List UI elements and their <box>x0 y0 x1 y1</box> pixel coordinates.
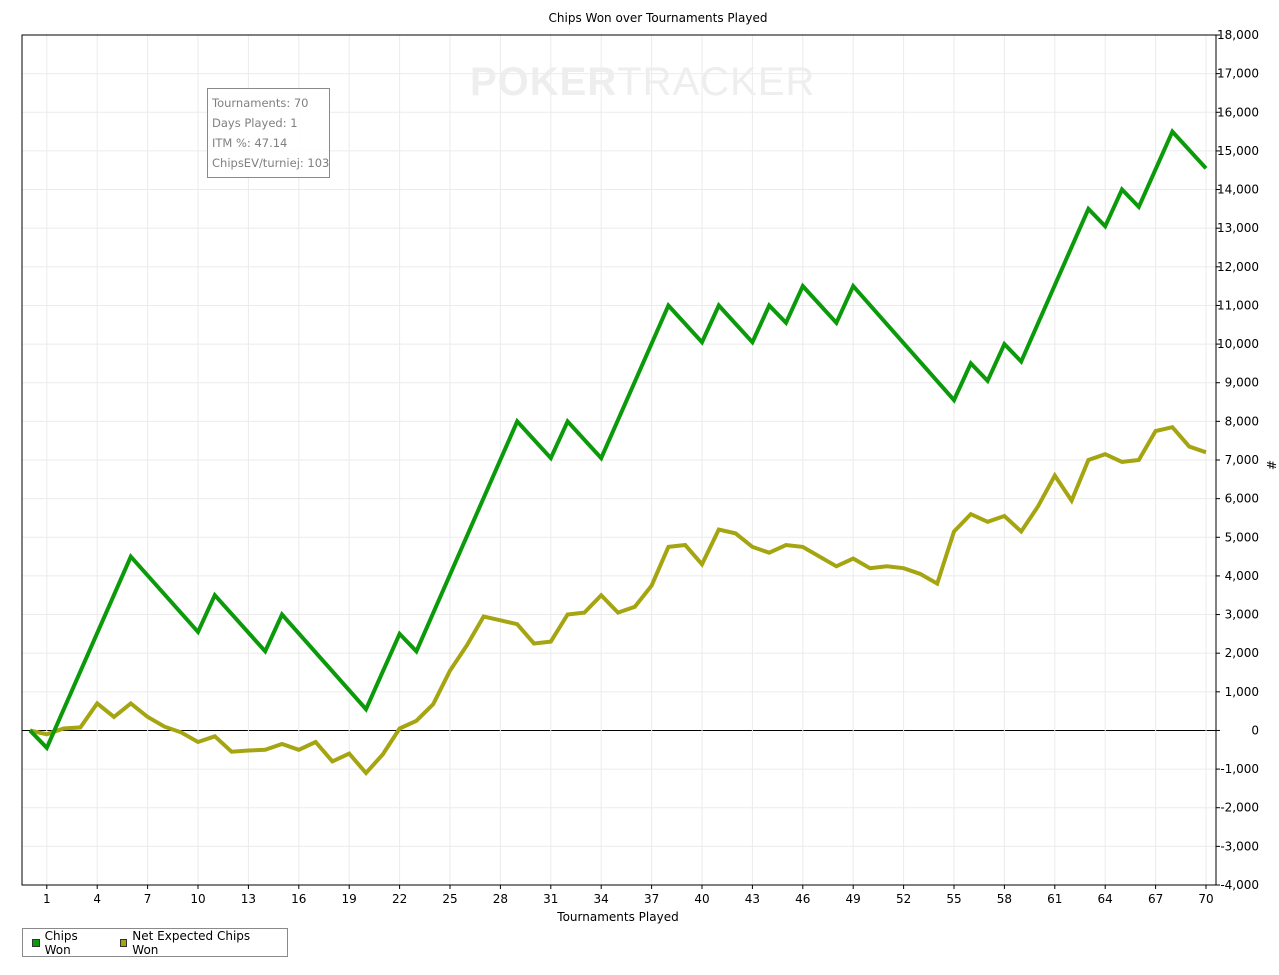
chart-title: Chips Won over Tournaments Played <box>549 11 768 25</box>
x-tick-label: 34 <box>594 892 609 906</box>
y-tick-label: -1,000 <box>1220 762 1259 776</box>
y-axis: -4,000 -3,000 -2,000 -1,000 0 1,000 2,000 3,000… <box>1216 28 1259 892</box>
y-tick-label: 7,000 <box>1225 453 1259 467</box>
stats-info-box: Tournaments: 70 Days Played: 1 ITM %: 47… <box>207 88 330 178</box>
y-tick-label: 4,000 <box>1225 569 1259 583</box>
y-tick-label: 10,000 <box>1217 337 1259 351</box>
y-tick-label: 1,000 <box>1225 685 1259 699</box>
x-tick-label: 55 <box>946 892 961 906</box>
legend-swatch-net-expected <box>119 938 128 947</box>
x-tick-label: 49 <box>846 892 861 906</box>
x-tick-label: 25 <box>442 892 457 906</box>
x-tick-label: 7 <box>144 892 152 906</box>
y-tick-label: 3,000 <box>1225 608 1259 622</box>
x-tick-label: 22 <box>392 892 407 906</box>
x-tick-label: 64 <box>1098 892 1113 906</box>
x-tick-label: 37 <box>644 892 659 906</box>
info-tournaments: Tournaments: 70 <box>212 96 309 110</box>
x-tick-label: 58 <box>997 892 1012 906</box>
y-tick-label: 5,000 <box>1225 530 1259 544</box>
x-tick-label: 46 <box>795 892 810 906</box>
logo-part-poker: POKER <box>470 60 618 104</box>
legend-item-chips-won[interactable]: Chips Won <box>32 929 104 957</box>
y-tick-label: 17,000 <box>1217 67 1259 81</box>
x-tick-label: 13 <box>241 892 256 906</box>
x-axis: 1 4 7 10 13 16 19 22 25 28 31 34 37 40 43 46 49 52 55 58 61 6… <box>43 885 1214 906</box>
chart-legend: Chips Won Net Expected Chips Won <box>22 928 288 957</box>
legend-item-net-expected[interactable]: Net Expected Chips Won <box>119 928 271 957</box>
x-tick-label: 52 <box>896 892 911 906</box>
legend-label-chips-won: Chips Won <box>44 928 78 957</box>
y-tick-label: 14,000 <box>1217 183 1259 197</box>
y-tick-label: 16,000 <box>1217 105 1259 119</box>
x-axis-label: Tournaments Played <box>556 910 678 924</box>
grid-lines <box>22 34 1216 886</box>
x-tick-label: 19 <box>342 892 357 906</box>
y-axis-label: # <box>1264 460 1278 470</box>
y-tick-label: 0 <box>1251 723 1259 737</box>
poker-tracker-logo: POKERTRACKER <box>470 60 815 105</box>
info-days-played: Days Played: 1 <box>212 116 298 130</box>
y-tick-label: -4,000 <box>1220 878 1259 892</box>
x-tick-label: 28 <box>493 892 508 906</box>
y-tick-label: -3,000 <box>1220 839 1259 853</box>
x-tick-label: 31 <box>543 892 558 906</box>
info-chips-ev: ChipsEV/turniej: 103 <box>212 156 330 170</box>
y-tick-label: 12,000 <box>1217 260 1259 274</box>
series-line-net-expected <box>29 424 1207 777</box>
y-tick-label: 13,000 <box>1217 221 1259 235</box>
series-line-chips-won <box>28 128 1208 752</box>
x-tick-label: 43 <box>745 892 760 906</box>
y-tick-label: -2,000 <box>1220 801 1259 815</box>
y-tick-label: 11,000 <box>1217 298 1259 312</box>
x-tick-label: 16 <box>291 892 306 906</box>
y-tick-label: 9,000 <box>1225 376 1259 390</box>
y-tick-label: 15,000 <box>1217 144 1259 158</box>
x-tick-label: 61 <box>1047 892 1062 906</box>
info-itm-percent: ITM %: 47.14 <box>212 136 288 150</box>
y-tick-label: 6,000 <box>1225 492 1259 506</box>
legend-label-net-expected: Net Expected Chips Won <box>132 928 251 957</box>
x-tick-label: 1 <box>43 892 51 906</box>
y-tick-label: 18,000 <box>1217 28 1259 42</box>
x-tick-label: 4 <box>93 892 101 906</box>
x-tick-label: 70 <box>1198 892 1213 906</box>
series-layer <box>28 128 1208 777</box>
y-tick-label: 8,000 <box>1225 414 1259 428</box>
x-tick-label: 67 <box>1148 892 1163 906</box>
y-tick-label: 2,000 <box>1225 646 1259 660</box>
x-tick-label: 10 <box>190 892 205 906</box>
logo-part-tracker: TRACKER <box>617 60 816 104</box>
legend-swatch-chips-won <box>32 938 40 947</box>
x-tick-label: 40 <box>694 892 709 906</box>
